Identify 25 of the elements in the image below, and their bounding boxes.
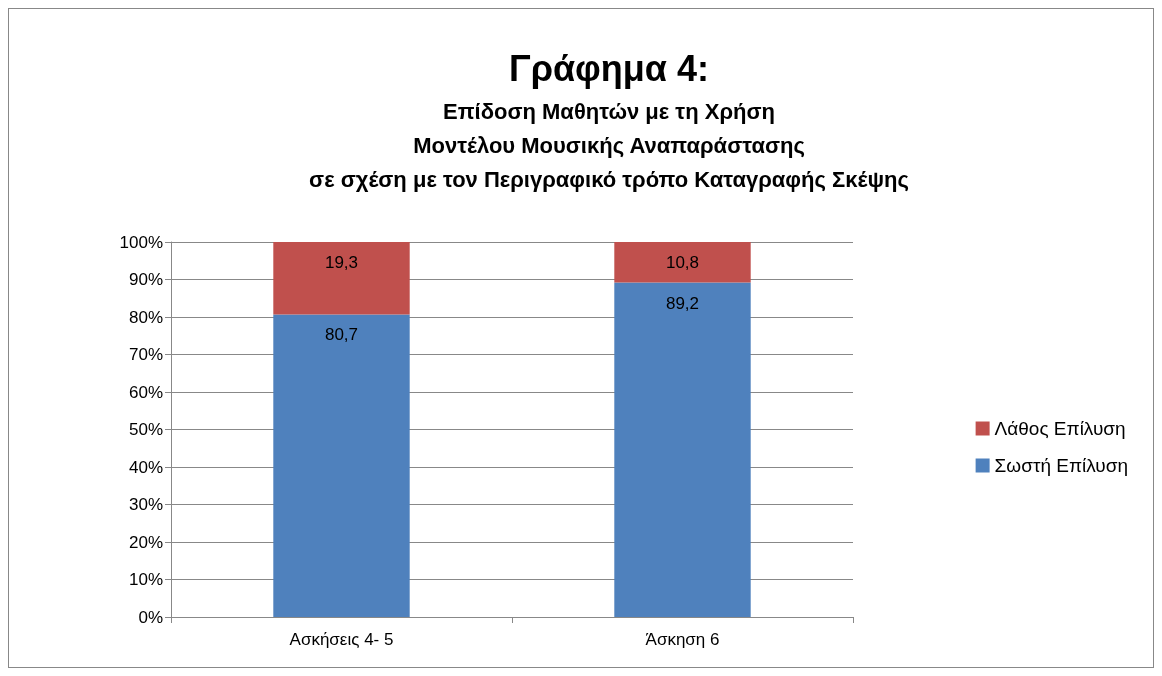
data-label: 10,8 — [665, 253, 700, 272]
y-tick-label: 20% — [128, 532, 163, 552]
y-tick-label: 100% — [119, 232, 163, 252]
y-tick-label: 80% — [128, 307, 163, 327]
y-tick-label: 10% — [128, 570, 163, 589]
y-tick-label: 40% — [128, 457, 163, 477]
bar — [273, 242, 410, 315]
chart-title: Γράφημα 4: — [509, 47, 709, 89]
chart-subtitle: Επίδοση Μαθητών με τη Χρήση Μοντέλου Μουσικής Αναπαράστασης σε σχέση με τον Περιγραφικό τρόπο Καταγραφής Σκέψης — [309, 98, 909, 192]
legend-label: Λάθος Επίλυση — [994, 418, 1126, 439]
x-tick-label: Ασκήσεις 4- 5 — [289, 630, 394, 649]
y-tick-label: 70% — [128, 345, 163, 364]
legend-label: Σωστή Επίλυση — [994, 455, 1128, 476]
bar — [273, 314, 410, 617]
y-tick-label: 90% — [128, 270, 163, 289]
y-tick-label: 60% — [128, 382, 163, 402]
y-tick-label: 50% — [128, 420, 163, 439]
y-tick-label: 30% — [128, 495, 163, 514]
x-tick-label: Άσκηση 6 — [645, 630, 720, 649]
bar — [614, 242, 751, 283]
y-tick-label: 0% — [138, 607, 163, 627]
data-label: 80,7 — [324, 325, 359, 345]
bar — [614, 282, 751, 617]
data-label: 89,2 — [665, 293, 700, 313]
data-label: 19,3 — [324, 253, 359, 272]
